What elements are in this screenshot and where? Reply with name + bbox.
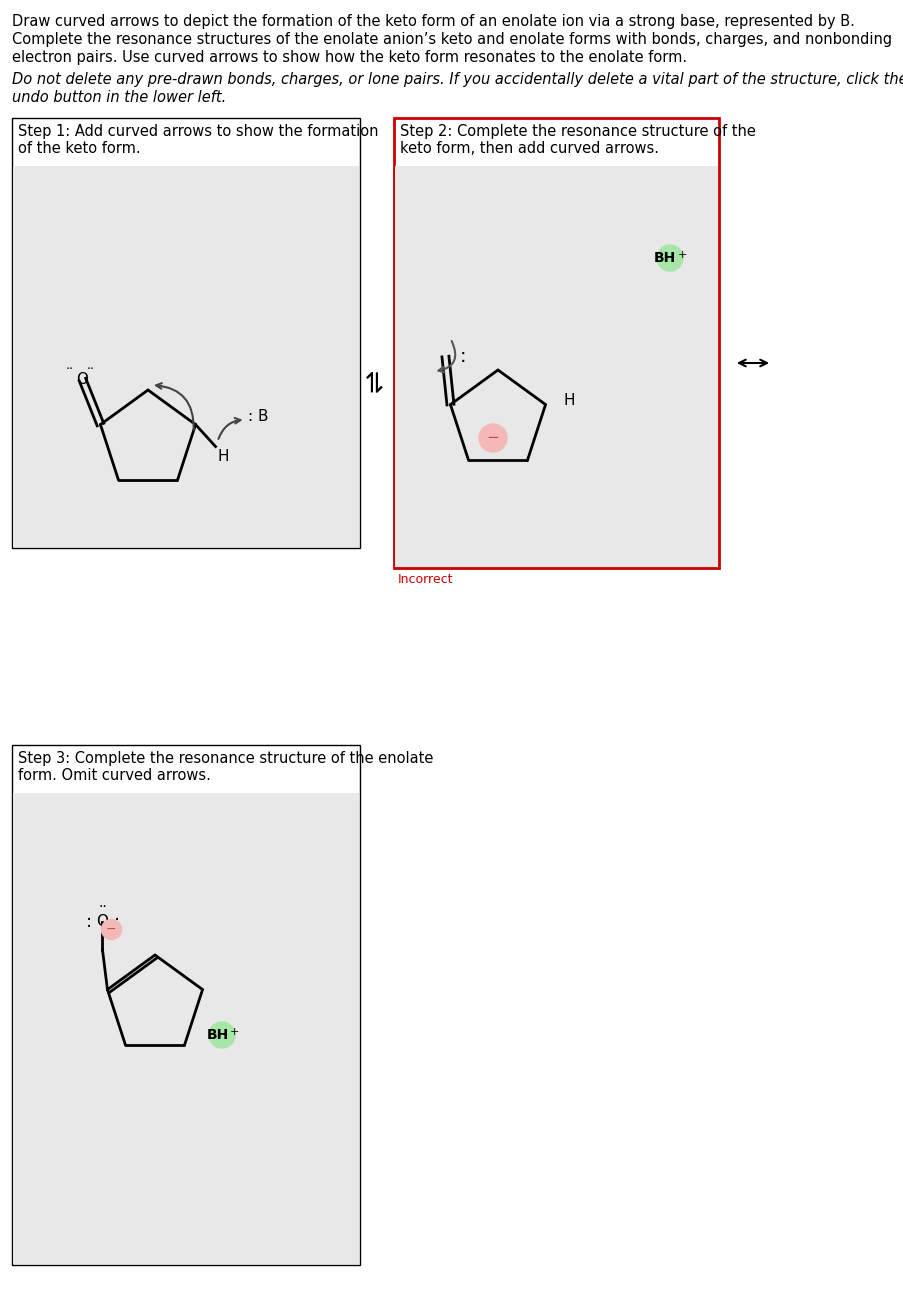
Text: BH: BH: [653, 252, 675, 264]
FancyBboxPatch shape: [394, 117, 718, 568]
Text: Do not delete any pre-drawn bonds, charges, or lone pairs. If you accidentally d: Do not delete any pre-drawn bonds, charg…: [12, 72, 903, 86]
Text: ⋅⋅: ⋅⋅: [98, 899, 107, 913]
Text: electron pairs. Use curved arrows to show how the keto form resonates to the eno: electron pairs. Use curved arrows to sho…: [12, 50, 686, 64]
Text: ⋅⋅: ⋅⋅: [65, 362, 73, 377]
Text: +: +: [677, 250, 686, 261]
Text: H: H: [563, 393, 574, 408]
FancyBboxPatch shape: [13, 793, 358, 1264]
Text: H: H: [218, 449, 228, 463]
Text: :: :: [113, 912, 119, 930]
FancyBboxPatch shape: [12, 746, 359, 1265]
Circle shape: [101, 920, 121, 939]
Text: Step 3: Complete the resonance structure of the enolate
form. Omit curved arrows: Step 3: Complete the resonance structure…: [18, 751, 433, 783]
FancyBboxPatch shape: [13, 166, 358, 547]
Text: Step 1: Add curved arrows to show the formation
of the keto form.: Step 1: Add curved arrows to show the fo…: [18, 124, 378, 156]
Text: ⇌: ⇌: [360, 369, 388, 392]
Text: O: O: [97, 915, 108, 929]
Text: Draw curved arrows to depict the formation of the keto form of an enolate ion vi: Draw curved arrows to depict the formati…: [12, 14, 854, 28]
Text: +: +: [229, 1027, 239, 1037]
Text: Step 2: Complete the resonance structure of the
keto form, then add curved arrow: Step 2: Complete the resonance structure…: [399, 124, 755, 156]
Circle shape: [479, 424, 507, 452]
Text: −: −: [486, 431, 498, 445]
Text: Complete the resonance structures of the enolate anion’s keto and enolate forms : Complete the resonance structures of the…: [12, 32, 891, 46]
Circle shape: [209, 1022, 235, 1047]
FancyBboxPatch shape: [395, 166, 717, 568]
Text: BH: BH: [207, 1028, 229, 1042]
Text: −: −: [106, 924, 116, 937]
Text: O: O: [77, 372, 88, 387]
Text: ⋅⋅: ⋅⋅: [87, 362, 94, 377]
Text: :: :: [85, 912, 91, 930]
Text: undo button in the lower left.: undo button in the lower left.: [12, 90, 226, 104]
FancyBboxPatch shape: [12, 117, 359, 548]
Circle shape: [656, 245, 683, 271]
Text: Incorrect: Incorrect: [397, 573, 453, 586]
Text: : B: : B: [247, 409, 268, 424]
Text: :: :: [459, 347, 465, 366]
